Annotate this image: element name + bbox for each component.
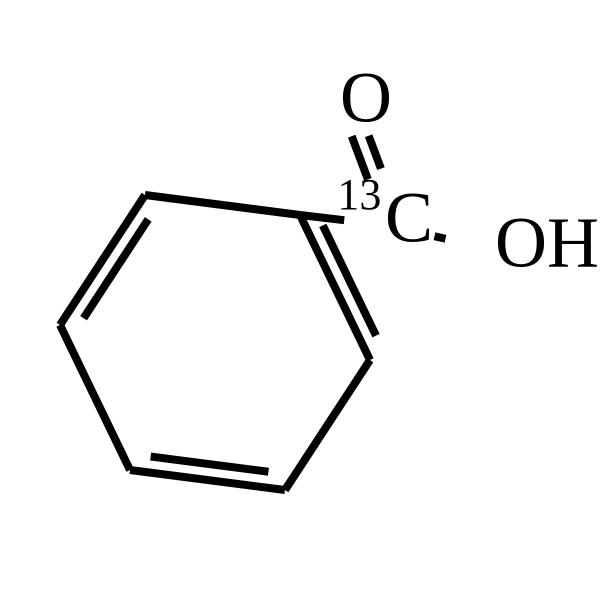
atom-symbol: OH bbox=[495, 203, 599, 283]
bond-single bbox=[285, 360, 370, 490]
isotope-label: 13 bbox=[337, 170, 381, 219]
atom-label-OH: OH bbox=[495, 203, 599, 283]
bond-double-outer bbox=[300, 215, 370, 360]
bond-single bbox=[60, 325, 130, 470]
bond-double-inner bbox=[369, 136, 381, 169]
bond-double-outer bbox=[60, 195, 145, 325]
atom-label-C_carboxyl: 13C bbox=[337, 170, 433, 257]
bond-double-inner bbox=[151, 457, 269, 472]
atom-label-O_dbl: O bbox=[340, 58, 392, 138]
atom-symbol: O bbox=[340, 58, 392, 138]
molecule-diagram: 13COOH bbox=[0, 0, 600, 600]
bond-single bbox=[435, 236, 446, 239]
atom-symbol: C bbox=[385, 178, 433, 258]
bond-single bbox=[145, 195, 300, 215]
